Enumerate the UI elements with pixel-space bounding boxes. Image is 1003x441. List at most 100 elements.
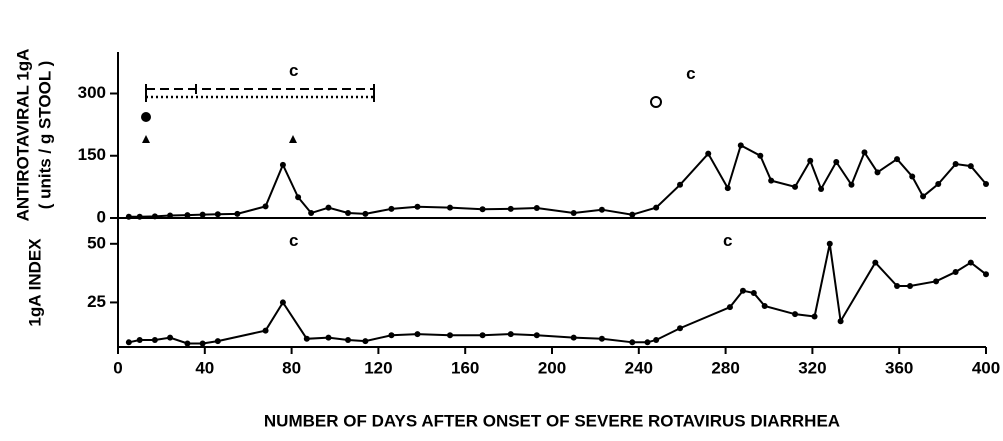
y-axis-label: ( units / g STOOL )	[35, 61, 54, 210]
data-point	[739, 287, 746, 294]
data-point	[447, 204, 454, 211]
data-point	[705, 150, 712, 157]
annotation: c	[289, 231, 298, 250]
data-point	[826, 240, 833, 247]
x-tick-label: 240	[625, 358, 653, 377]
data-point	[308, 210, 315, 217]
x-tick-label: 80	[282, 358, 301, 377]
data-point	[952, 268, 959, 275]
data-point	[199, 211, 206, 218]
data-point	[653, 336, 660, 343]
data-point	[262, 327, 269, 334]
open-circle	[650, 96, 662, 108]
y-tick-label: 150	[78, 145, 106, 164]
data-point	[894, 156, 901, 163]
data-point	[935, 180, 942, 187]
data-point	[894, 283, 901, 290]
data-point	[345, 336, 352, 343]
data-point	[750, 290, 757, 297]
data-point	[792, 183, 799, 190]
data-point	[598, 335, 605, 342]
data-point	[952, 161, 959, 168]
y-tick-label: 25	[87, 292, 106, 311]
data-point	[629, 339, 636, 346]
annotation: c	[723, 231, 732, 250]
data-point	[507, 331, 514, 338]
data-point	[907, 283, 914, 290]
data-point	[920, 193, 927, 200]
data-point	[677, 325, 684, 332]
annotation: c	[289, 61, 298, 80]
data-point	[279, 161, 286, 168]
data-point	[507, 205, 514, 212]
data-point	[362, 210, 369, 217]
data-line	[128, 243, 987, 345]
data-point	[167, 212, 174, 219]
data-point	[848, 181, 855, 188]
data-point	[447, 332, 454, 339]
data-point	[724, 185, 731, 192]
data-point	[811, 313, 818, 320]
y-tick-label: 0	[97, 207, 106, 226]
data-point	[967, 259, 974, 266]
data-point	[570, 210, 577, 217]
y-axis-label: ANTIROTAVIRAL 1gA	[13, 49, 32, 222]
data-point	[388, 332, 395, 339]
data-point	[967, 163, 974, 170]
data-point	[184, 340, 191, 347]
data-point	[677, 181, 684, 188]
data-point	[125, 339, 132, 346]
data-point	[125, 213, 132, 220]
data-point	[861, 149, 868, 156]
data-point	[768, 177, 775, 184]
data-point	[570, 334, 577, 341]
data-point	[151, 336, 158, 343]
triangle	[142, 135, 150, 143]
x-tick-label: 360	[885, 358, 913, 377]
x-tick-label: 120	[364, 358, 392, 377]
data-point	[983, 180, 989, 187]
x-axis-label: NUMBER OF DAYS AFTER ONSET OF SEVERE ROT…	[264, 411, 840, 430]
data-point	[479, 206, 486, 213]
data-point	[807, 157, 814, 164]
data-point	[325, 204, 332, 211]
data-point	[199, 340, 206, 347]
data-point	[598, 206, 605, 213]
data-point	[726, 304, 733, 311]
data-point	[644, 339, 651, 346]
data-point	[151, 213, 158, 220]
data-point	[653, 204, 660, 211]
data-point	[837, 318, 844, 325]
x-tick-label: 40	[195, 358, 214, 377]
data-point	[818, 185, 825, 192]
data-point	[414, 203, 421, 210]
x-tick-label: 400	[972, 358, 1000, 377]
data-point	[833, 158, 840, 165]
data-point	[136, 336, 143, 343]
y-axis-label: 1gA INDEX	[25, 238, 44, 327]
data-point	[872, 259, 879, 266]
data-point	[792, 311, 799, 318]
data-point	[983, 271, 989, 278]
x-tick-label: 0	[113, 358, 122, 377]
data-point	[533, 332, 540, 339]
data-point	[345, 210, 352, 217]
data-point	[214, 338, 221, 345]
data-point	[388, 205, 395, 212]
data-point	[362, 338, 369, 345]
data-point	[214, 211, 221, 218]
data-point	[325, 334, 332, 341]
data-point	[262, 203, 269, 210]
data-point	[629, 211, 636, 218]
data-point	[167, 334, 174, 341]
data-point	[533, 205, 540, 212]
annotation: c	[686, 64, 695, 83]
data-point	[874, 169, 881, 176]
x-tick-label: 320	[798, 358, 826, 377]
data-point	[303, 335, 310, 342]
data-point	[761, 302, 768, 309]
y-tick-label: 300	[78, 83, 106, 102]
data-point	[933, 278, 940, 285]
data-point	[295, 194, 302, 201]
